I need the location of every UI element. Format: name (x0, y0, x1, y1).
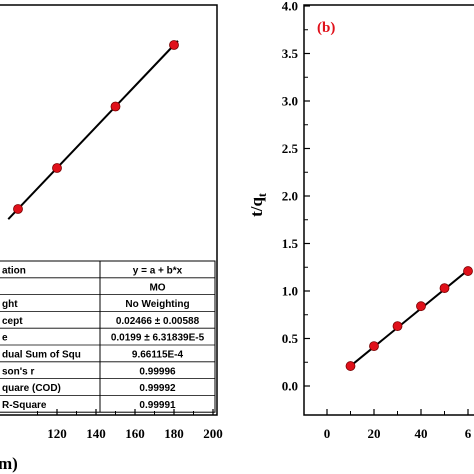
panel-b-x-tick-label-2: 40 (415, 426, 428, 441)
panel-a-x-ticks: 120 140 160 180 200 (37, 409, 223, 441)
panel-a-points-group (13, 40, 179, 214)
panel-a-fit-line-group (7, 40, 179, 220)
panel-b-y-axis-label-sub: t (255, 193, 269, 197)
panel-a-fit-table-value-0: y = a + b*x (133, 266, 183, 277)
panel-b: (b) 0.0 0.5 1.0 1.5 2.0 2.5 3.0 3.5 4.0 0 20 40 6 t… (247, 0, 474, 441)
panel-a-x-tick-label-4: 200 (203, 426, 223, 441)
panel-a-fit-table-label-3: cept (2, 316, 23, 327)
panel-b-point-1 (369, 341, 379, 352)
panel-b-point-4 (439, 283, 450, 294)
panel-b-y-tick-label-2: 1.0 (282, 284, 298, 299)
panel-a-fit-table-label-4: e (2, 333, 8, 344)
panel-a-frame (0, 4, 218, 416)
panel-b-x-tick-label-3: 6 (465, 426, 472, 441)
panel-b-point-5 (463, 266, 473, 276)
panel-b-y-tick-label-3: 1.5 (282, 236, 299, 251)
panel-a-fit-table-label-2: ght (2, 299, 18, 310)
panel-a-fit-table-value-5: 9.66115E-4 (132, 350, 184, 361)
panel-a-fit-table-value-1: MO (149, 282, 165, 293)
panel-b-y-tick-label-1: 0.5 (282, 331, 299, 346)
panel-a-fit-table-label-6: son's r (2, 366, 34, 377)
panel-a-x-tick-label-1: 140 (86, 426, 106, 441)
panel-b-y-tick-label-0: 0.0 (282, 379, 298, 394)
panel-a-x-axis-label: m) (0, 454, 18, 473)
panel-b-y-tick-label-7: 3.5 (282, 46, 299, 61)
panel-b-y-axis-label-main: t/q (247, 197, 266, 217)
panel-a-fit-table-value-6: 0.99996 (139, 366, 176, 377)
panel-a-fit-table-label-0: ation (2, 266, 26, 277)
panel-a-point-2 (110, 101, 121, 112)
panel-a-fit-table-value-8: 0.99991 (139, 400, 176, 411)
panel-b-y-tick-label-8: 4.0 (282, 0, 298, 14)
panel-a-fit-table-value-3: 0.02466 ± 0.00588 (116, 316, 200, 327)
panel-a-fit-table-value-2: No Weighting (125, 299, 189, 310)
panel-b-y-ticks: 0.0 0.5 1.0 1.5 2.0 2.5 3.0 3.5 4.0 (282, 0, 310, 394)
panel-a-x-tick-label-2: 160 (125, 426, 145, 441)
panel-b-points-group (345, 266, 473, 371)
panel-b-y-tick-label-5: 2.5 (282, 141, 299, 156)
panel-a-point-0 (13, 204, 23, 214)
panel-b-point-3 (416, 301, 426, 312)
panel-a-fit-table: ation y = a + b*x MO ght No Weighting cept 0.0… (0, 260, 216, 413)
panel-b-x-ticks: 0 20 40 6 (324, 409, 472, 441)
panel-a-point-3 (169, 40, 179, 50)
panel-b-x-tick-label-1: 20 (368, 426, 381, 441)
panel-b-y-tick-label-4: 2.0 (282, 189, 298, 204)
panel-a-fit-line (7, 40, 179, 220)
panel-a-x-tick-label-3: 180 (164, 426, 184, 441)
panel-b-y-tick-label-6: 3.0 (282, 94, 298, 109)
panel-b-y-axis-label: t/qt (247, 193, 269, 217)
panel-a-fit-table-frame (0, 260, 216, 413)
panel-b-label: (b) (317, 20, 335, 36)
panel-b-point-2 (392, 321, 403, 332)
panel-a-fit-table-label-5: dual Sum of Squ (2, 350, 81, 361)
panel-a: ation y = a + b*x MO ght No Weighting cept 0.0… (0, 4, 223, 473)
panel-a-point-1 (52, 163, 62, 173)
panel-b-point-0 (345, 361, 356, 371)
panel-b-frame (303, 4, 474, 416)
panel-b-fit-line-group (347, 267, 471, 369)
panel-a-x-tick-label-0: 120 (47, 426, 67, 441)
panel-b-fit-line (347, 267, 471, 369)
panel-b-x-tick-label-0: 0 (324, 426, 331, 441)
panel-a-fit-table-value-7: 0.99992 (139, 383, 176, 394)
panel-a-fit-table-value-4: 0.0199 ± 6.31839E-5 (111, 333, 205, 344)
panel-a-fit-table-label-8: R-Square (2, 400, 47, 411)
panel-a-fit-table-label-7: quare (COD) (2, 383, 61, 394)
